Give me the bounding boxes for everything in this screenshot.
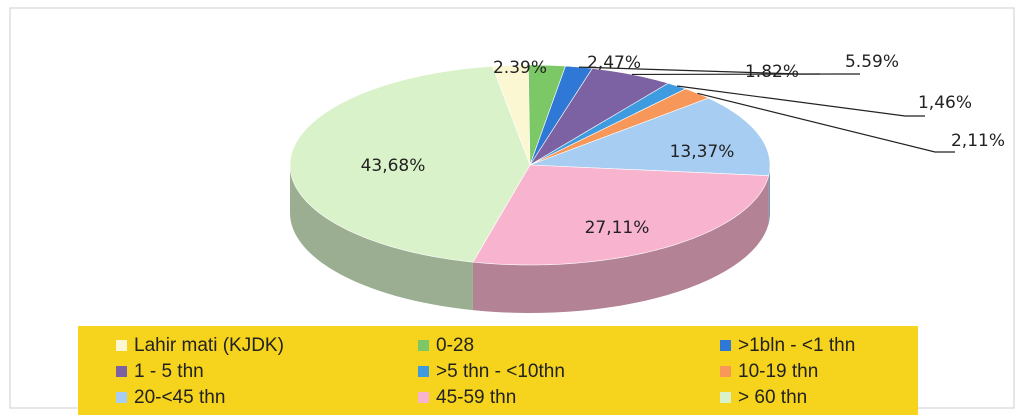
legend-label: 20-<45 thn <box>134 387 225 408</box>
legend-swatch <box>116 366 127 377</box>
slice-side <box>290 165 473 311</box>
legend-swatch <box>116 392 127 403</box>
data-label: 13,37% <box>670 142 735 162</box>
data-label: 43,68% <box>361 156 426 176</box>
legend-swatch <box>418 366 429 377</box>
legend-label: Lahir mati (KJDK) <box>134 335 284 356</box>
leader-line <box>677 85 925 117</box>
legend-label: 45-59 thn <box>436 387 516 408</box>
legend-swatch <box>418 392 429 403</box>
data-label: 1,46% <box>918 93 972 113</box>
legend-label: 0-28 <box>436 335 474 356</box>
leader-line <box>697 92 955 153</box>
data-label: 5.59% <box>845 52 899 72</box>
data-label: 2.39% <box>493 58 547 78</box>
legend-swatch <box>116 340 127 351</box>
legend-label: >1bln - <1 thn <box>738 335 855 356</box>
legend-swatch <box>720 340 731 351</box>
data-label: 1.82% <box>745 62 799 82</box>
slice-side <box>472 175 769 313</box>
legend-label: 1 - 5 thn <box>134 361 204 382</box>
legend-label: >5 thn - <10thn <box>436 361 565 382</box>
slice <box>529 97 771 177</box>
legend-label: 10-19 thn <box>738 361 818 382</box>
data-label: 27,11% <box>585 218 650 238</box>
data-label: 2,47% <box>587 53 641 73</box>
slice <box>472 164 770 266</box>
slice-side <box>768 165 770 224</box>
slice <box>289 65 531 263</box>
legend-box <box>78 326 918 415</box>
legend-label: > 60 thn <box>738 387 807 408</box>
legend-swatch <box>720 366 731 377</box>
legend-swatch <box>720 392 731 403</box>
slice <box>528 64 566 166</box>
data-label: 2,11% <box>951 131 1005 151</box>
legend-swatch <box>418 340 429 351</box>
